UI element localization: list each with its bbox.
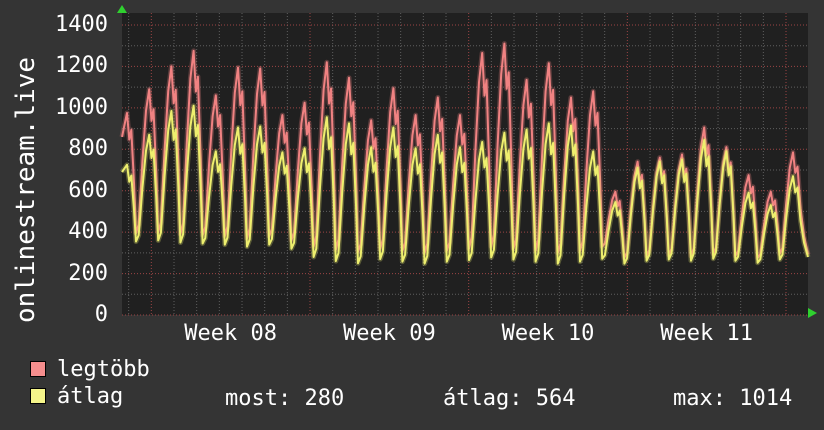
x-tick-label: Week 11 — [660, 321, 754, 346]
legend-label-legtobb: legtöbb — [57, 357, 150, 382]
stat-max-label: max: — [673, 386, 726, 411]
legend-swatch-atlag — [30, 388, 46, 404]
stat-max: max: 1014 — [673, 388, 792, 410]
x-tick-label: Week 08 — [184, 321, 278, 346]
x-tick-label: Week 09 — [342, 321, 436, 346]
x-tick-label: Week 10 — [501, 321, 595, 346]
y-tick-label: 400 — [68, 219, 108, 245]
y-tick-label: 1200 — [55, 53, 108, 79]
y-tick-label: 0 — [94, 302, 108, 327]
stat-most-value: 280 — [304, 386, 345, 411]
stat-max-value: 1014 — [739, 386, 793, 411]
stat-most: most: 280 — [225, 388, 344, 410]
legend-swatch-legtobb — [30, 361, 46, 377]
stat-atlag: átlag: 564 — [443, 388, 575, 410]
y-tick-label: 600 — [68, 177, 108, 203]
series-line-atlag — [121, 104, 809, 265]
stat-atlag-label: átlag: — [443, 386, 523, 411]
y-tick-label: 1000 — [55, 94, 108, 120]
stat-most-label: most: — [225, 386, 292, 411]
legend-label-atlag: átlag — [57, 384, 124, 409]
series-lines — [119, 41, 811, 267]
y-tick-label: 200 — [68, 260, 108, 286]
y-tick-label: 1400 — [55, 12, 108, 37]
y-tick-label: 800 — [68, 136, 108, 162]
x-axis-arrow-icon — [808, 308, 817, 318]
y-axis-arrow-icon — [117, 5, 127, 13]
stat-atlag-value: 564 — [535, 386, 576, 411]
